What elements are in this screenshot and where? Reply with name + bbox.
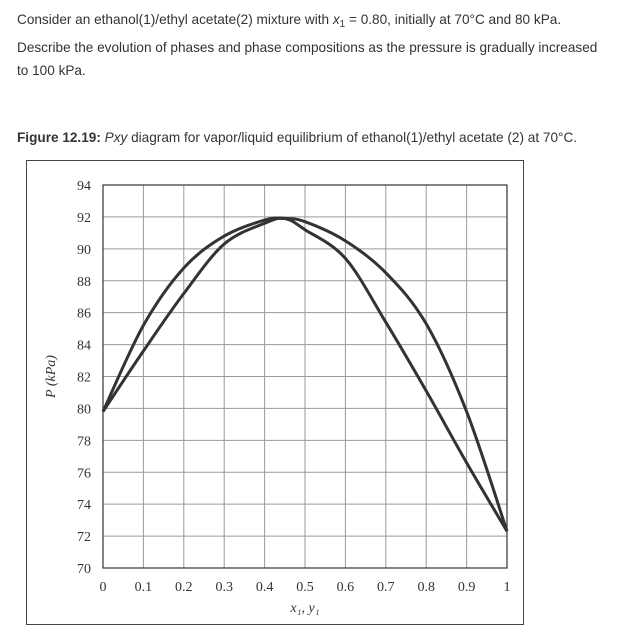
y-tick-label-8: 86 — [77, 307, 91, 322]
x-tick-label-5: 0.5 — [296, 580, 314, 595]
x-tick-label-4: 0.4 — [256, 580, 274, 595]
question-line-3: to 100 kPa. — [17, 63, 86, 78]
y-tick-label-9: 88 — [77, 275, 91, 290]
figure-caption: Figure 12.19: Pxy diagram for vapor/liqu… — [17, 130, 617, 145]
caption-italic: Pxy — [104, 130, 128, 145]
x-subscript: 1 — [339, 19, 346, 30]
x-tick-label-0: 0 — [100, 580, 107, 595]
caption-label: Figure 12.19: — [17, 130, 101, 145]
chart-tick-labels: 70 72 74 76 78 80 82 84 86 88 90 92 94 0 0.1 0.2 0.3 0.4 0… — [77, 179, 511, 595]
y-tick-label-5: 80 — [77, 402, 91, 417]
series-curve-1 — [101, 216, 509, 532]
y-tick-label-6: 82 — [77, 371, 91, 386]
y-tick-label-4: 78 — [77, 434, 91, 449]
x-tick-label-3: 0.3 — [215, 580, 233, 595]
question-text: Consider an ethanol(1)/ethyl acetate(2) … — [17, 8, 617, 82]
x-tick-label-6: 0.6 — [337, 580, 355, 595]
y-tick-label-0: 70 — [77, 562, 91, 577]
x-tick-label-1: 0.1 — [135, 580, 153, 595]
x-tick-label-10: 1 — [504, 580, 511, 595]
plot-area-border — [102, 184, 508, 569]
x-symbol: x — [332, 12, 340, 27]
question-line-1-end: = 0.80, initially at 70°C and 80 kPa. — [345, 12, 562, 27]
y-tick-label-12: 94 — [77, 179, 91, 194]
y-tick-label-2: 74 — [77, 498, 91, 513]
x-tick-label-9: 0.9 — [458, 580, 476, 595]
y-tick-label-7: 84 — [77, 339, 91, 354]
y-axis-label: P (kPa) — [44, 355, 59, 399]
x-tick-label-7: 0.7 — [377, 580, 395, 595]
figure-frame — [26, 160, 524, 625]
y-tick-label-11: 92 — [77, 211, 91, 226]
caption-rest: diagram for vapor/liquid equilibrium of … — [127, 130, 578, 145]
x-axis-label: x₁, y₁ — [289, 601, 319, 616]
question-line-1-start: Consider an ethanol(1)/ethyl acetate(2) … — [17, 12, 333, 27]
x-tick-label-8: 0.8 — [417, 580, 435, 595]
y-tick-label-3: 76 — [77, 466, 91, 481]
chart-grid — [102, 184, 508, 569]
question-line-1: Consider an ethanol(1)/ethyl acetate(2) … — [17, 8, 617, 36]
y-tick-label-10: 90 — [77, 243, 91, 258]
y-tick-label-1: 72 — [77, 530, 91, 545]
x-tick-label-2: 0.2 — [175, 580, 193, 595]
chart-curves — [101, 216, 509, 533]
question-line-2: Describe the evolution of phases and pha… — [17, 40, 598, 55]
series-curve-2 — [101, 216, 509, 533]
